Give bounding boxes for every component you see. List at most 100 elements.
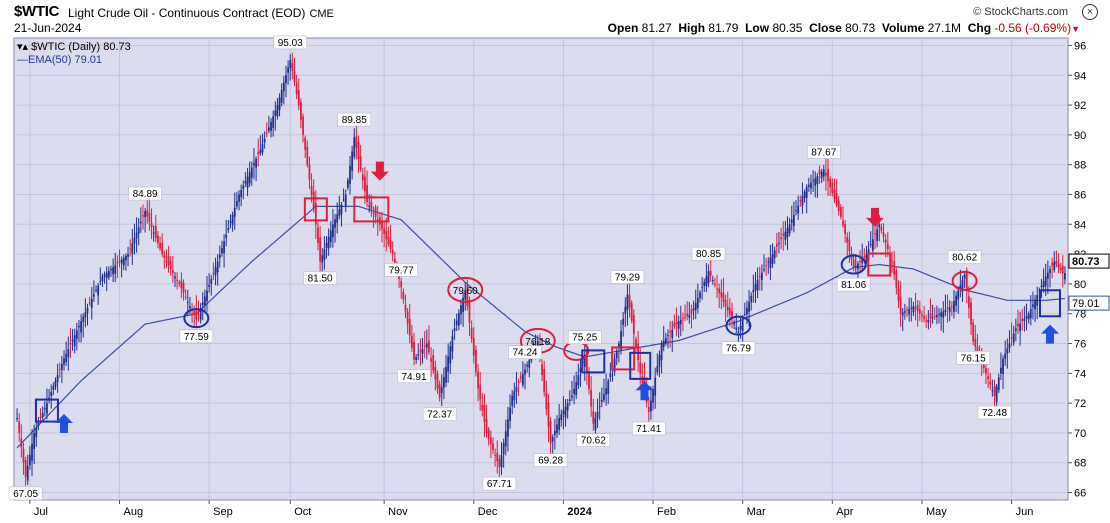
candle-body bbox=[391, 249, 394, 255]
candle-body bbox=[193, 310, 196, 316]
candle-body bbox=[148, 213, 151, 222]
candle-body bbox=[786, 228, 789, 237]
candle-body bbox=[353, 137, 356, 157]
candle-body bbox=[468, 299, 471, 323]
candle-body bbox=[995, 386, 998, 402]
price-label: 79.77 bbox=[389, 265, 414, 276]
signal-box bbox=[629, 351, 652, 380]
candle-body bbox=[129, 248, 132, 250]
signal-circle bbox=[447, 276, 484, 303]
candle-body bbox=[400, 281, 403, 288]
candle-body bbox=[897, 288, 900, 301]
candle-body bbox=[788, 224, 791, 234]
candle-body bbox=[515, 387, 518, 392]
symbol: $WTIC bbox=[14, 3, 60, 20]
candle-body bbox=[731, 311, 733, 320]
price-label-box bbox=[303, 271, 337, 285]
candle-body bbox=[564, 406, 567, 418]
candle-body bbox=[67, 349, 70, 357]
candle-body bbox=[916, 304, 919, 312]
candle-body bbox=[75, 330, 78, 339]
candle-body bbox=[517, 381, 520, 383]
price-label: 80.62 bbox=[952, 253, 977, 264]
candle-body bbox=[35, 427, 38, 438]
candle-body bbox=[78, 325, 80, 328]
candle-body bbox=[302, 116, 304, 135]
price-label: 79.29 bbox=[615, 272, 640, 283]
candle-body bbox=[195, 310, 198, 320]
candle-body bbox=[935, 314, 938, 317]
candle-body bbox=[854, 265, 857, 267]
down-arrow-icon bbox=[370, 161, 389, 181]
candle-body bbox=[133, 237, 136, 244]
price-label-box bbox=[422, 407, 457, 421]
price-label-box bbox=[337, 112, 372, 127]
candle-body bbox=[344, 194, 347, 206]
candle-body bbox=[816, 176, 819, 184]
candle-body bbox=[161, 242, 164, 255]
candle-body bbox=[846, 237, 849, 243]
candle-body bbox=[374, 207, 377, 217]
candle-body bbox=[163, 255, 166, 258]
price-label-box bbox=[397, 369, 431, 384]
candle-body bbox=[931, 317, 934, 319]
candle-body bbox=[669, 330, 672, 333]
candle-body bbox=[451, 336, 454, 352]
candle-body bbox=[453, 328, 456, 331]
y-tick-label: 88 bbox=[1074, 160, 1086, 172]
down-arrow-icon bbox=[865, 207, 884, 227]
candle-body bbox=[131, 243, 134, 254]
signal-markers bbox=[34, 196, 1061, 423]
candle-body bbox=[304, 137, 307, 150]
candle-body bbox=[869, 244, 872, 246]
high-value: 81.79 bbox=[708, 21, 739, 35]
candle-body bbox=[583, 354, 586, 367]
candle-body bbox=[590, 390, 593, 407]
candle-body bbox=[80, 321, 82, 333]
candle-body bbox=[366, 184, 368, 202]
candle-body bbox=[189, 306, 191, 309]
candle-body bbox=[923, 315, 925, 319]
candle-body bbox=[404, 304, 407, 312]
up-arrow-icon bbox=[1040, 324, 1059, 344]
candle-body bbox=[475, 349, 477, 372]
candle-body bbox=[906, 309, 908, 311]
candle-body bbox=[974, 338, 977, 347]
candle-body bbox=[673, 323, 676, 327]
close-icon[interactable]: × bbox=[1082, 4, 1098, 20]
candle-body bbox=[33, 432, 36, 450]
candle-body bbox=[607, 380, 610, 394]
open-label: Open bbox=[607, 21, 639, 35]
candle-body bbox=[585, 350, 588, 372]
candle-body bbox=[861, 258, 864, 263]
candle-body bbox=[223, 241, 225, 253]
candle-body bbox=[112, 267, 115, 275]
price-label: 77.59 bbox=[184, 332, 209, 343]
candle-body bbox=[667, 335, 669, 337]
candle-body bbox=[114, 265, 117, 274]
price-label: 80.85 bbox=[696, 249, 721, 260]
price-label-box bbox=[956, 350, 990, 365]
candle-body bbox=[754, 283, 757, 291]
signal-circle bbox=[840, 254, 867, 275]
candle-body bbox=[726, 306, 729, 311]
candle-body bbox=[921, 314, 923, 317]
candle-body bbox=[929, 313, 932, 319]
candle-body bbox=[212, 272, 215, 274]
price-label-box bbox=[836, 277, 871, 292]
candle-body bbox=[73, 335, 76, 347]
candle-body bbox=[600, 400, 603, 402]
candle-body bbox=[1006, 348, 1009, 354]
low-value: 80.35 bbox=[772, 21, 803, 35]
candle-body bbox=[364, 176, 366, 192]
candle-body bbox=[918, 309, 921, 314]
y-tick-label: 72 bbox=[1074, 398, 1086, 410]
candle-body bbox=[541, 364, 543, 376]
candle-body bbox=[18, 421, 21, 433]
candle-body bbox=[425, 343, 428, 348]
candle-body bbox=[54, 380, 57, 388]
candle-body bbox=[662, 340, 665, 347]
candle-body bbox=[349, 165, 351, 184]
candle-body bbox=[462, 297, 465, 312]
